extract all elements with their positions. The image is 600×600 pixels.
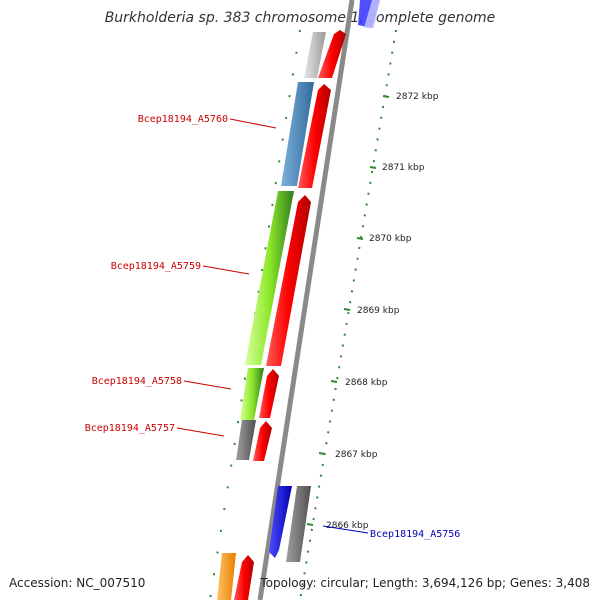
gene-green-A5758 xyxy=(240,368,264,420)
gene-lightgray-top xyxy=(304,32,326,78)
genome-backbone xyxy=(257,0,355,600)
cds-arrow-6 xyxy=(234,555,254,600)
tick-label-2868: 2868 kbp xyxy=(345,378,388,388)
major-ticks xyxy=(306,95,390,526)
tick-label-2869: 2869 kbp xyxy=(357,306,400,316)
tick-label-2866: 2866 kbp xyxy=(326,521,369,531)
cds-arrow-2 xyxy=(298,84,331,188)
cds-arrow-3 xyxy=(266,195,311,366)
leader-A5759 xyxy=(202,265,250,275)
cds-arrow-5 xyxy=(253,421,272,461)
tick-label-2871: 2871 kbp xyxy=(382,163,425,173)
accession-text: Accession: NC_007510 xyxy=(9,576,145,590)
tick-label-2872: 2872 kbp xyxy=(396,92,439,102)
tick-label-2867: 2867 kbp xyxy=(335,450,378,460)
gene-label-A5756[interactable]: Bcep18194_A5756 xyxy=(370,529,460,540)
gene-orange-bottom xyxy=(217,553,236,600)
leader-A5756 xyxy=(322,525,369,534)
tick-label-2870: 2870 kbp xyxy=(369,234,412,244)
gene-label-A5757[interactable]: Bcep18194_A5757 xyxy=(85,423,175,434)
gene-label-A5758[interactable]: Bcep18194_A5758 xyxy=(92,376,182,387)
gene-label-A5760[interactable]: Bcep18194_A5760 xyxy=(138,114,228,125)
leader-A5757 xyxy=(176,427,225,437)
gene-gray-A5757 xyxy=(236,420,256,460)
leader-A5760 xyxy=(229,118,277,129)
gene-lime-A5759 xyxy=(245,191,294,365)
gene-label-A5759[interactable]: Bcep18194_A5759 xyxy=(111,261,201,272)
gene-blue-top-shadow xyxy=(364,0,380,28)
leader-A5758 xyxy=(183,380,232,390)
map-title: Burkholderia sp. 383 chromosome 1, compl… xyxy=(105,10,496,26)
gene-gray-bottom xyxy=(286,486,311,562)
topology-text: Topology: circular; Length: 3,694,126 bp… xyxy=(259,576,590,590)
gene-blue-A5756 xyxy=(269,486,292,558)
cds-arrow-1 xyxy=(318,30,346,78)
gene-steelblue-A5760 xyxy=(281,82,314,186)
cds-arrow-4 xyxy=(259,369,279,418)
